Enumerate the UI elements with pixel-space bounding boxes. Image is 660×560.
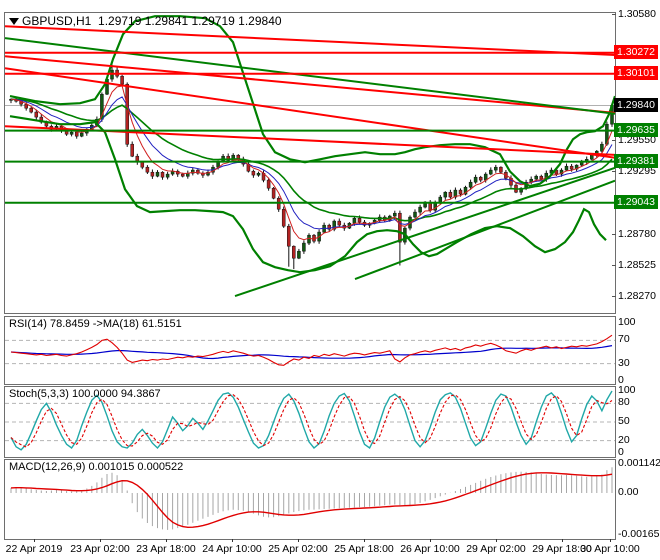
time-axis-label: 22 Apr 2019 xyxy=(5,543,63,555)
time-axis-tick xyxy=(364,539,365,542)
macd-axis-label: 0.001142 xyxy=(618,457,660,469)
time-axis-label: 24 Apr 10:00 xyxy=(202,543,262,555)
main-chart-plot[interactable] xyxy=(5,13,615,313)
price-axis-label: 1.29550 xyxy=(618,133,656,146)
price-axis-label: 1.30580 xyxy=(618,8,656,21)
stochastic-label: Stoch(5,3,3) 100.0000 94.3867 xyxy=(9,388,161,400)
symbol-marker-icon xyxy=(9,18,19,26)
stoch-axis-label: 20 xyxy=(618,433,630,446)
time-axis-label: 26 Apr 10:00 xyxy=(400,543,460,555)
price-axis-label: 1.28780 xyxy=(618,227,656,240)
rsi-panel[interactable]: RSI(14) 78.8459 ->MA(18) 61.5151 xyxy=(4,316,616,385)
rsi-axis-label: 30 xyxy=(618,356,630,369)
stoch-axis-label: 0 xyxy=(618,446,624,458)
price-axis-tick xyxy=(612,233,616,235)
price-axis[interactable]: 1.30580 1.29550 1.29295 1.28780 1.28525 1.282… xyxy=(612,0,660,560)
chart-title: GBPUSD,H1 1.29719 1.29841 1.29719 1.2984… xyxy=(9,14,282,28)
price-axis-label: 1.29295 xyxy=(618,165,656,178)
level-price-badge: 1.29635 xyxy=(614,122,658,137)
level-price-badge: 1.30101 xyxy=(614,65,658,80)
level-price-badge: 1.30272 xyxy=(614,44,658,59)
price-axis-tick xyxy=(612,139,616,141)
rsi-axis-label: 0 xyxy=(618,374,624,386)
main-chart-panel[interactable]: GBPUSD,H1 1.29719 1.29841 1.29719 1.2984… xyxy=(4,12,616,314)
macd-plot[interactable] xyxy=(5,460,615,539)
current-price-badge: 1.29840 xyxy=(614,97,658,112)
price-axis-tick xyxy=(612,14,616,16)
price-axis-label: 1.28525 xyxy=(618,259,656,272)
rsi-axis-label: 100 xyxy=(618,316,636,328)
time-axis-label: 23 Apr 18:00 xyxy=(136,543,196,555)
time-axis-tick xyxy=(430,539,431,542)
price-axis-tick xyxy=(612,296,616,298)
rsi-label: RSI(14) 78.8459 ->MA(18) 61.5151 xyxy=(9,318,182,330)
time-axis-tick xyxy=(100,539,101,542)
time-axis-tick xyxy=(232,539,233,542)
time-axis[interactable]: 22 Apr 2019 23 Apr 02:00 23 Apr 18:00 24 Ap… xyxy=(4,539,640,560)
time-axis-tick xyxy=(166,539,167,542)
stochastic-plot[interactable] xyxy=(5,387,615,457)
rsi-axis-label: 70 xyxy=(618,333,630,346)
time-axis-tick xyxy=(34,539,35,542)
time-axis-label: 23 Apr 02:00 xyxy=(70,543,130,555)
time-axis-label: 25 Apr 18:00 xyxy=(334,543,394,555)
time-axis-label: 29 Apr 02:00 xyxy=(466,543,526,555)
price-axis-label: 1.28270 xyxy=(618,290,656,303)
ohlc-values: 1.29719 1.29841 1.29719 1.29840 xyxy=(98,14,282,28)
price-axis-tick xyxy=(612,171,616,173)
stoch-axis-label: 100 xyxy=(618,384,636,396)
time-axis-tick xyxy=(610,539,611,542)
macd-label: MACD(12,26,9) 0.001015 0.000522 xyxy=(9,461,184,473)
macd-axis-label: -0.001651 xyxy=(618,528,660,540)
price-axis-tick xyxy=(612,265,616,267)
time-axis-label: 30 Apr 10:00 xyxy=(580,543,640,555)
macd-axis-label: 0.00 xyxy=(618,486,639,499)
symbol-period-label: GBPUSD,H1 xyxy=(22,14,92,28)
level-price-badge: 1.29043 xyxy=(614,194,658,209)
time-axis-tick xyxy=(496,539,497,542)
level-price-badge: 1.29381 xyxy=(614,153,658,168)
macd-panel[interactable]: MACD(12,26,9) 0.001015 0.000522 xyxy=(4,459,616,540)
time-axis-tick xyxy=(298,539,299,542)
time-axis-label: 29 Apr 18:00 xyxy=(532,543,592,555)
time-axis-label: 25 Apr 02:00 xyxy=(268,543,328,555)
rsi-plot[interactable] xyxy=(5,317,615,384)
stochastic-panel[interactable]: Stoch(5,3,3) 100.0000 94.3867 xyxy=(4,386,616,458)
time-axis-tick xyxy=(562,539,563,542)
stoch-axis-label: 50 xyxy=(618,415,630,427)
stoch-axis-label: 80 xyxy=(618,396,630,409)
